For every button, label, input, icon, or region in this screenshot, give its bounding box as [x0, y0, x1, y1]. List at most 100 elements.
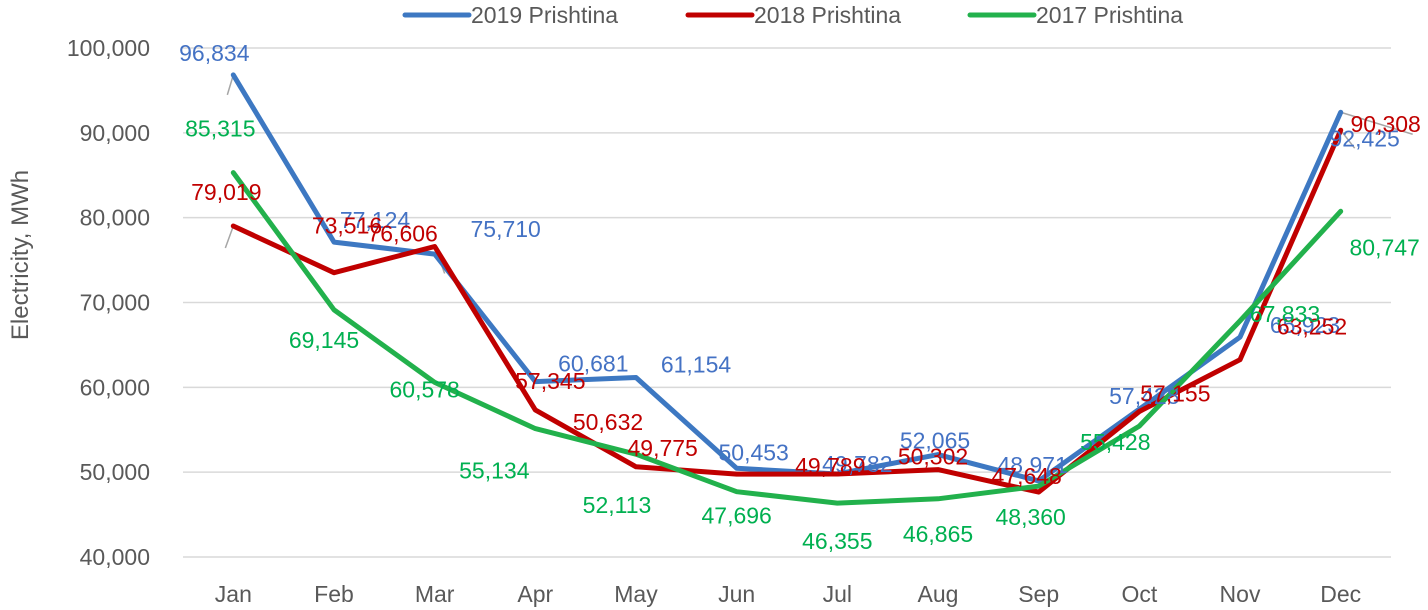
data-point [1340, 111, 1342, 113]
data-point [1239, 320, 1241, 322]
data-label: 50,632 [573, 409, 643, 435]
data-point [736, 491, 738, 493]
data-label: 50,453 [718, 439, 788, 465]
data-point [434, 253, 436, 255]
data-point [836, 502, 838, 504]
data-label: 47,648 [991, 463, 1061, 489]
data-label: 60,578 [389, 376, 459, 402]
data-label: 96,834 [179, 40, 250, 66]
data-label: 67,833 [1250, 301, 1320, 327]
legend-label: 2017 Prishtina [1036, 2, 1183, 28]
data-point [736, 467, 738, 469]
x-tick-label: Nov [1220, 581, 1261, 607]
data-label: 61,154 [661, 352, 732, 378]
y-tick-label: 90,000 [80, 120, 150, 146]
data-point [635, 453, 637, 455]
x-tick-label: Jan [215, 581, 252, 607]
x-tick-label: Jul [823, 581, 852, 607]
data-label: 57,345 [515, 368, 585, 394]
data-point [1340, 210, 1342, 212]
data-point [434, 381, 436, 383]
data-label: 76,606 [367, 220, 437, 246]
gridlines [183, 47, 1391, 558]
data-point [1038, 485, 1040, 487]
data-labels: 96,834 77,124 75,710 60,681 61,154 50,453 49,7… [179, 40, 1421, 554]
y-tick-label: 40,000 [80, 544, 150, 570]
data-point [937, 498, 939, 500]
data-point [1239, 359, 1241, 361]
data-label: 85,315 [185, 116, 255, 142]
data-point [232, 225, 234, 227]
data-label: 65,923 [1270, 312, 1340, 338]
data-label: 79,019 [191, 179, 261, 205]
data-label: 52,113 [583, 492, 652, 518]
data-point [534, 409, 536, 411]
data-point [1038, 491, 1040, 493]
data-label: 48,971 [997, 452, 1067, 478]
data-label: 92,425 [1329, 125, 1399, 151]
data-point [836, 473, 838, 475]
data-label: 90,308 [1350, 111, 1420, 137]
data-point [736, 473, 738, 475]
y-tick-label: 70,000 [80, 290, 150, 316]
data-point [635, 377, 637, 379]
data-label: 57,428 [1109, 383, 1179, 409]
data-point [333, 241, 335, 243]
data-point [534, 381, 536, 383]
y-tick-label: 50,000 [80, 459, 150, 485]
data-label: 48,360 [995, 504, 1065, 530]
data-label: 52,065 [900, 428, 970, 454]
leader-line [1340, 129, 1356, 149]
x-tick-label: Apr [517, 581, 553, 607]
legend-label: 2018 Prishtina [754, 2, 901, 28]
data-label: 49,782 [822, 451, 892, 477]
data-label: 49,789 [795, 453, 865, 479]
x-tick-label: May [614, 581, 658, 607]
x-axis: Jan Feb Mar Apr May Jun Jul Aug Sep Oct Nov Dec [215, 581, 1361, 607]
data-label: 77,124 [340, 207, 411, 233]
data-point [937, 454, 939, 456]
series-line-3 [230, 170, 1344, 506]
data-label: 75,710 [470, 216, 540, 242]
data-label: 46,355 [802, 528, 872, 554]
x-tick-label: Sep [1018, 581, 1059, 607]
y-axis: 40,000 50,000 60,000 70,000 80,000 90,000 100,… [67, 35, 150, 570]
legend: 2019 Prishtina 2018 Prishtina 2017 Prishti… [402, 2, 1183, 28]
data-point [232, 74, 234, 76]
data-point [1340, 129, 1342, 131]
data-point [1138, 425, 1140, 427]
data-point [1038, 480, 1040, 482]
data-label: 73,516 [312, 213, 382, 239]
data-point [937, 469, 939, 471]
x-tick-label: Mar [415, 581, 455, 607]
data-label: 80,747 [1349, 234, 1419, 260]
data-label: 57,155 [1140, 380, 1210, 406]
series-line-1 [230, 72, 1344, 484]
data-point [434, 245, 436, 247]
data-label: 55,134 [459, 458, 530, 484]
y-tick-label: 80,000 [80, 205, 150, 231]
data-label: 60,681 [558, 351, 628, 377]
data-label: 46,865 [903, 521, 973, 547]
x-tick-label: Aug [918, 581, 959, 607]
data-label: 69,145 [289, 327, 359, 353]
legend-label: 2019 Prishtina [471, 2, 618, 28]
data-point [1239, 336, 1241, 338]
data-label: 50,302 [898, 444, 968, 470]
y-tick-label: 60,000 [80, 374, 150, 400]
x-tick-label: Oct [1121, 581, 1157, 607]
data-point [534, 428, 536, 430]
data-point [333, 309, 335, 311]
data-label: 63,252 [1277, 314, 1347, 340]
data-label: 47,696 [701, 503, 771, 529]
series-line-2 [230, 127, 1344, 495]
series-lines [230, 72, 1344, 506]
data-point [333, 272, 335, 274]
leader-line [1340, 111, 1413, 135]
data-label: 49,775 [627, 435, 697, 461]
data-point [635, 466, 637, 468]
y-axis-title: Electricity, MWh [7, 170, 34, 340]
y-tick-label: 100,000 [67, 35, 150, 61]
data-point [232, 172, 234, 174]
